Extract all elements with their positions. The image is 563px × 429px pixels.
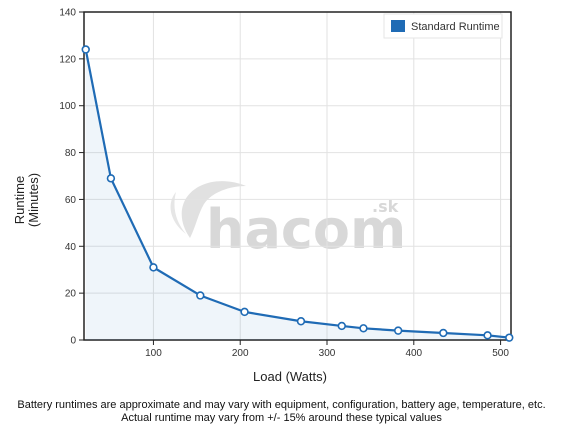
- legend-label: Standard Runtime: [411, 21, 500, 33]
- disclaimer-line-1: Battery runtimes are approximate and may…: [17, 399, 546, 411]
- data-point: [240, 307, 249, 317]
- grid: [84, 12, 511, 340]
- y-tick-label: 20: [65, 289, 77, 300]
- y-tick-label: 140: [59, 8, 76, 19]
- data-point: [439, 328, 448, 338]
- x-tick-label: 200: [232, 348, 249, 359]
- y-axis-title-line: Runtime: [12, 176, 27, 224]
- legend-swatch: [391, 20, 405, 32]
- watermark-logo: hacom .sk: [170, 181, 406, 261]
- data-point: [81, 45, 90, 54]
- x-axis-title: Load (Watts): [253, 369, 327, 384]
- watermark-suffix: .sk: [372, 197, 399, 216]
- y-tick-label: 60: [65, 195, 77, 206]
- legend: Standard Runtime: [383, 13, 503, 39]
- axis-ticks: 0 20 40 60 80 100 120 140 100 200 300 400 500: [59, 8, 509, 360]
- x-tick-label: 100: [145, 348, 162, 359]
- data-point: [296, 317, 306, 326]
- data-point: [393, 326, 403, 335]
- plot-area-frame: [83, 11, 512, 341]
- y-tick-label: 0: [70, 336, 76, 347]
- disclaimer-line-2: Actual runtime may vary from +/- 15% aro…: [121, 412, 442, 424]
- x-tick-label: 300: [319, 348, 336, 359]
- data-point: [359, 324, 368, 333]
- series-standard-runtime: [81, 45, 514, 342]
- x-tick-label: 500: [492, 348, 509, 359]
- data-point: [106, 174, 116, 183]
- y-axis-title-line: (Minutes): [26, 173, 41, 227]
- y-tick-label: 120: [59, 54, 76, 65]
- data-point: [196, 291, 205, 300]
- data-point: [483, 331, 492, 340]
- x-tick-label: 400: [405, 348, 422, 359]
- y-tick-label: 40: [65, 242, 77, 253]
- data-point: [505, 333, 514, 342]
- watermark-text: hacom: [206, 198, 406, 261]
- y-axis-title: Runtime (Minutes): [12, 173, 41, 227]
- y-tick-label: 80: [65, 148, 77, 159]
- data-point: [149, 263, 158, 272]
- series-line: [84, 49, 510, 339]
- y-tick-label: 100: [59, 101, 76, 112]
- series-area: [85, 49, 510, 340]
- data-point: [337, 321, 346, 331]
